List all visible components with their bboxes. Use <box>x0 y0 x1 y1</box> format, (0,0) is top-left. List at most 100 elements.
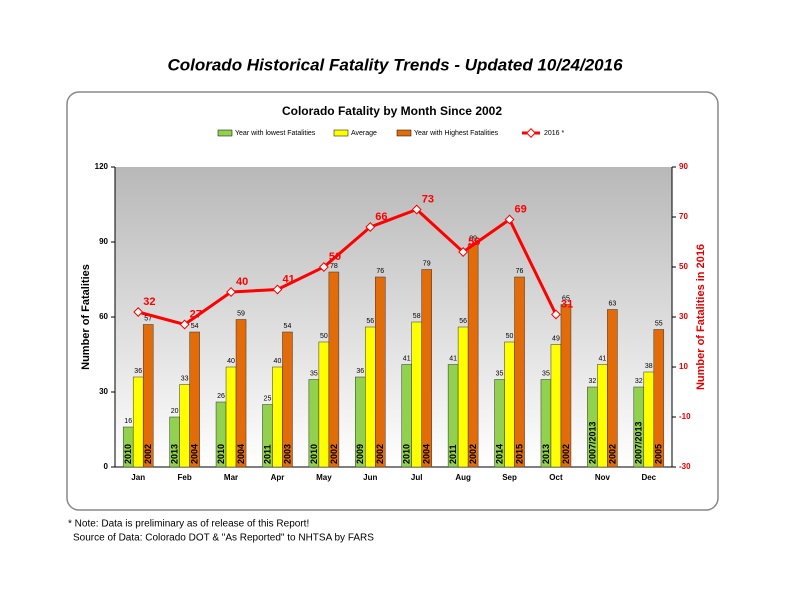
bar-value-label: 56 <box>459 318 467 325</box>
line-value-label: 32 <box>143 296 155 308</box>
bar <box>189 331 200 468</box>
bar-year-label: 2005 <box>654 444 664 464</box>
bar-year-label: 2007/2013 <box>587 421 597 464</box>
line-value-label: 27 <box>190 308 202 320</box>
y2-tick-label: 50 <box>679 262 688 271</box>
legend-swatch <box>526 128 536 138</box>
line-value-label: 31 <box>561 298 573 310</box>
bar-year-label: 2003 <box>282 444 292 464</box>
bar-value-label: 40 <box>227 358 235 365</box>
bar-value-label: 35 <box>496 370 504 377</box>
bar-value-label: 41 <box>403 355 411 362</box>
note: * Note: Data is preliminary as of releas… <box>68 519 309 530</box>
x-tick-label: Jan <box>131 473 145 482</box>
x-tick-label: Nov <box>595 473 611 482</box>
y-tick-label: 0 <box>104 462 109 471</box>
bar <box>142 324 154 468</box>
bar-year-label: 2010 <box>309 444 319 464</box>
bar-value-label: 76 <box>376 268 384 275</box>
x-tick-label: Sep <box>502 473 517 482</box>
bar-year-label: 2010 <box>216 444 226 464</box>
bar-value-label: 55 <box>655 320 663 327</box>
bar <box>225 366 237 468</box>
bar-value-label: 57 <box>144 315 152 322</box>
line-value-label: 66 <box>375 211 387 223</box>
bar-value-label: 38 <box>645 363 653 370</box>
line-value-label: 73 <box>422 193 434 205</box>
x-tick-label: May <box>316 473 332 482</box>
note: Source of Data: Colorado DOT & "As Repor… <box>73 533 374 544</box>
bar-year-label: 2004 <box>422 444 432 464</box>
x-tick-label: Aug <box>455 473 471 482</box>
bar <box>607 309 618 468</box>
bar-year-label: 2002 <box>329 444 339 464</box>
bar-value-label: 58 <box>413 313 421 320</box>
bar-value-label: 50 <box>320 333 328 340</box>
bar-year-label: 2013 <box>170 444 180 464</box>
line-value-label: 50 <box>329 251 341 263</box>
y2-tick-label: 70 <box>679 212 688 221</box>
x-tick-label: Oct <box>549 473 563 482</box>
chart-title: Colorado Historical Fatality Trends - Up… <box>167 55 623 74</box>
bar-value-label: 32 <box>635 378 643 385</box>
bar <box>504 341 515 468</box>
bar-value-label: 65 <box>562 295 570 302</box>
bar <box>235 319 247 468</box>
bar-value-label: 76 <box>516 268 524 275</box>
bar-year-label: 2002 <box>375 444 385 464</box>
legend-swatch <box>333 129 349 137</box>
bar-year-label: 2011 <box>448 444 458 464</box>
line-marker <box>365 222 376 232</box>
bar-value-label: 54 <box>284 323 292 330</box>
bar-value-label: 35 <box>310 370 318 377</box>
bar <box>421 269 432 468</box>
bar <box>597 364 608 468</box>
bar-value-label: 20 <box>171 408 179 415</box>
bar-value-label: 41 <box>598 355 606 362</box>
bar-value-label: 32 <box>588 378 596 385</box>
y2-tick-label: -10 <box>679 412 691 421</box>
bar-year-label: 2010 <box>123 444 133 464</box>
bar-year-label: 2004 <box>236 444 246 464</box>
y2-tick-label: -30 <box>679 462 691 471</box>
y-tick-label: 120 <box>95 162 109 171</box>
line-marker <box>458 247 469 257</box>
bar <box>653 329 665 468</box>
bar-value-label: 36 <box>134 368 142 375</box>
line-value-label: 41 <box>282 273 294 285</box>
bar-year-label: 2002 <box>143 444 153 464</box>
bar-value-label: 33 <box>181 375 189 382</box>
legend-label: Average <box>351 130 377 137</box>
bar <box>560 304 572 468</box>
bar-year-label: 2002 <box>468 444 478 464</box>
bar-year-label: 2015 <box>514 444 524 464</box>
bar <box>411 321 422 468</box>
bar-value-label: 40 <box>274 358 282 365</box>
bar-year-label: 2010 <box>402 444 412 464</box>
bar-value-label: 25 <box>264 395 272 402</box>
bar-value-label: 63 <box>608 300 616 307</box>
bar <box>375 276 386 468</box>
line-marker <box>318 262 329 272</box>
y2-axis-label: Number of Fatalities in 2016 <box>695 244 707 390</box>
bar-value-label: 26 <box>217 393 225 400</box>
bar-value-label: 41 <box>449 355 457 362</box>
y2-tick-label: 30 <box>679 312 688 321</box>
bar-value-label: 16 <box>124 418 132 425</box>
chart-subtitle: Colorado Fatality by Month Since 2002 <box>282 104 502 118</box>
line <box>137 207 558 327</box>
bar-value-label: 54 <box>191 323 199 330</box>
line-marker <box>272 284 283 295</box>
x-tick-label: Mar <box>224 473 238 482</box>
bar-year-label: 2002 <box>561 444 571 464</box>
x-tick-label: Apr <box>271 473 285 482</box>
bar <box>514 276 525 468</box>
bar-year-label: 2014 <box>494 444 504 464</box>
y2-tick-label: 90 <box>679 162 688 171</box>
bar-year-label: 2013 <box>541 444 551 464</box>
bar <box>550 344 562 468</box>
line-value-label: 40 <box>236 276 248 288</box>
bar-value-label: 89 <box>469 235 477 242</box>
legend-label: 2016 * <box>544 130 565 137</box>
